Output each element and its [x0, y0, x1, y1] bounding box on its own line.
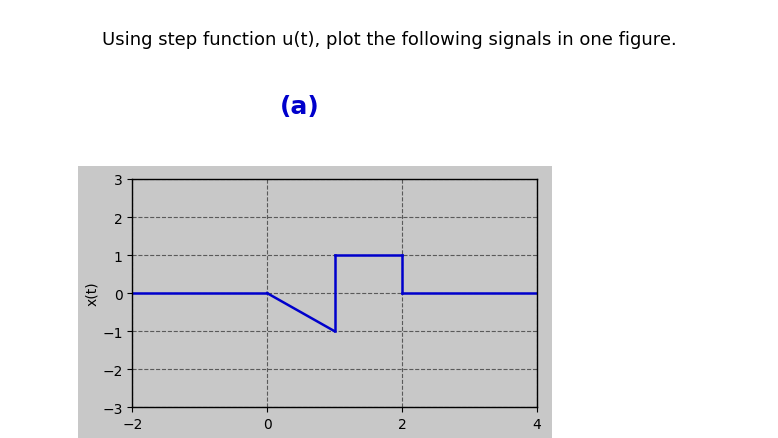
X-axis label: Time (sec): Time (sec) — [298, 437, 371, 438]
Y-axis label: x(t): x(t) — [86, 281, 100, 306]
Text: (a): (a) — [279, 94, 320, 118]
Text: Using step function u(t), plot the following signals in one figure.: Using step function u(t), plot the follo… — [102, 31, 676, 49]
